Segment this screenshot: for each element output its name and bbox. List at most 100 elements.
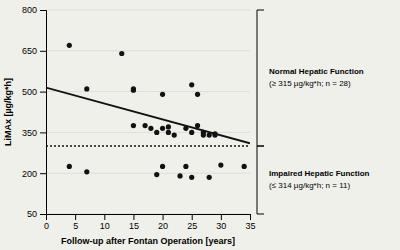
bracket	[257, 10, 264, 146]
tick-mark	[192, 214, 193, 220]
tick: 15	[129, 214, 139, 231]
grid-line	[46, 91, 250, 92]
point	[84, 169, 89, 174]
tick-mark	[250, 214, 251, 220]
point	[195, 92, 200, 97]
point	[142, 123, 147, 128]
tick-label: 25	[187, 221, 197, 231]
tick: 500	[22, 87, 46, 97]
tick-label: 50	[27, 209, 37, 219]
tick-mark	[75, 214, 76, 220]
point	[218, 162, 223, 167]
bracket-end	[257, 214, 264, 215]
tick-mark	[40, 10, 46, 11]
bracket-end	[257, 10, 264, 11]
tick-mark	[104, 214, 105, 220]
plot: 0 5 10 15 20 25 30 35 50 200 350 500 650 800	[22, 5, 256, 231]
point	[207, 175, 212, 180]
point	[242, 164, 247, 169]
annotation-text: (≥ 315 µg/kg*h; n = 28)	[269, 79, 351, 88]
grid-y	[46, 10, 250, 214]
tick: 650	[22, 46, 46, 56]
tick-label: 0	[44, 221, 49, 231]
tick-mark	[133, 214, 134, 220]
bracket-line	[257, 10, 258, 146]
tick-label: 10	[100, 221, 110, 231]
tick-label: 350	[22, 128, 37, 138]
annotation-title: Normal Hepatic Function	[269, 67, 364, 76]
grid-line	[46, 10, 250, 11]
y-axis: 50 200 350 500 650 800	[22, 5, 47, 219]
tick: 0	[44, 214, 49, 231]
tick-label: 30	[216, 221, 226, 231]
bracket-end	[257, 146, 264, 147]
point	[189, 175, 194, 180]
scatter-points	[67, 43, 247, 180]
point	[166, 130, 171, 135]
tick-label: 5	[73, 221, 78, 231]
grid-line	[46, 132, 250, 133]
point	[67, 164, 72, 169]
tick-mark	[40, 92, 46, 93]
point	[189, 130, 194, 135]
point	[166, 124, 171, 129]
bracket-line	[257, 146, 258, 214]
tick: 50	[27, 209, 46, 219]
tick-label: 200	[22, 169, 37, 179]
tick-label: 500	[22, 87, 37, 97]
tick: 25	[187, 214, 197, 231]
background	[0, 0, 400, 250]
reference-line	[46, 145, 250, 147]
tick: 5	[73, 214, 78, 231]
point	[172, 133, 177, 138]
grid-line	[46, 173, 250, 174]
tick-label: 800	[22, 5, 37, 15]
chart: 0 5 10 15 20 25 30 35 50 200 350 500 650 800 Follow-up…	[0, 0, 400, 250]
tick-mark	[221, 214, 222, 220]
point	[119, 51, 124, 56]
bracket-end	[257, 146, 264, 147]
marks	[46, 43, 250, 180]
tick: 800	[22, 5, 46, 15]
annotation-title: Impaired Hepatic Function	[269, 169, 370, 178]
point	[189, 82, 194, 87]
tick-mark	[40, 51, 46, 52]
y-axis-title: LiMAx [µg/kg*h]	[3, 78, 13, 146]
grid-line	[46, 50, 250, 51]
tick: 350	[22, 128, 46, 138]
annotation-text: (≤ 314 µg/kg*h; n = 11)	[269, 181, 350, 190]
tick-label: 35	[245, 221, 255, 231]
point	[131, 123, 136, 128]
point	[177, 173, 182, 178]
point	[67, 43, 72, 48]
point	[84, 86, 89, 91]
tick-label: 15	[129, 221, 139, 231]
point	[131, 88, 136, 93]
tick-mark	[40, 214, 46, 215]
annotations: Normal Hepatic Function (≥ 315 µg/kg*h; n…	[257, 10, 370, 214]
tick-label: 20	[158, 221, 168, 231]
axis-line	[40, 11, 47, 215]
tick: 200	[22, 169, 46, 179]
point	[154, 172, 159, 177]
point	[160, 126, 165, 131]
axis-line	[47, 215, 251, 221]
point	[183, 164, 188, 169]
point	[195, 123, 200, 128]
point	[160, 164, 165, 169]
bracket	[257, 146, 264, 214]
tick-label: 650	[22, 46, 37, 56]
tick-mark	[40, 173, 46, 174]
tick: 30	[216, 214, 226, 231]
trend-line	[46, 88, 250, 144]
tick: 35	[245, 214, 255, 231]
tick: 20	[158, 214, 168, 231]
point	[148, 126, 153, 131]
tick-mark	[40, 132, 46, 133]
point	[154, 130, 159, 135]
x-axis-title: Follow-up after Fontan Operation [years]	[61, 236, 235, 246]
x-axis: 0 5 10 15 20 25 30 35	[44, 214, 256, 231]
tick: 10	[100, 214, 110, 231]
point	[201, 133, 206, 138]
point	[160, 92, 165, 97]
